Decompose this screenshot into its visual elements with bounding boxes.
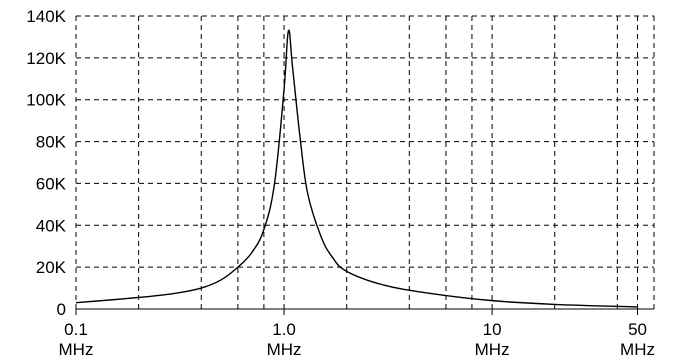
y-tick-label: 140K <box>26 7 66 26</box>
y-axis-ticks: 0 20K 40K 60K 80K 100K 120K 140K <box>26 7 66 319</box>
grid <box>76 15 654 309</box>
series-line <box>75 29 638 308</box>
x-tick-label: 10 <box>483 320 502 339</box>
x-tick-unit: MHz <box>475 340 510 359</box>
impedance-curve <box>75 29 638 308</box>
y-tick-label: 100K <box>26 91 66 110</box>
y-tick-label: 60K <box>36 174 67 193</box>
x-tick-unit: MHz <box>59 340 94 359</box>
y-tick-label: 40K <box>36 216 67 235</box>
y-tick-label: 20K <box>36 258 67 277</box>
x-tick-label: 50 <box>628 320 647 339</box>
x-tick-unit: MHz <box>620 340 655 359</box>
x-tick-label: 1.0 <box>272 320 296 339</box>
plot-frame <box>75 15 655 315</box>
y-tick-label: 80K <box>36 133 67 152</box>
x-tick-unit: MHz <box>267 340 302 359</box>
y-tick-label: 120K <box>26 49 66 68</box>
x-tick-label: 0.1 <box>64 320 88 339</box>
y-tick-label: 0 <box>57 300 66 319</box>
